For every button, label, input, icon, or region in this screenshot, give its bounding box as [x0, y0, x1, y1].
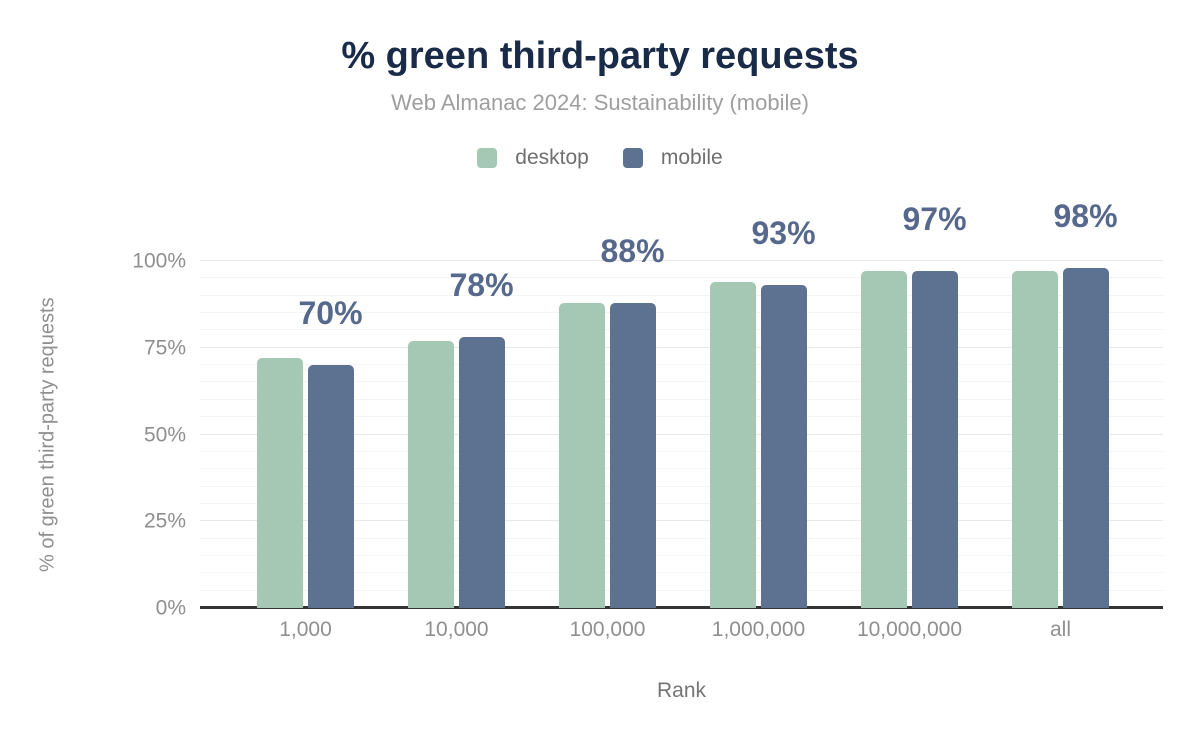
- y-tick-label: 50%: [143, 423, 186, 446]
- minor-gridline: [200, 381, 1163, 383]
- bar-group-1,000: 70%: [230, 261, 381, 608]
- minor-gridline: [200, 294, 1163, 296]
- bar-value-label: 97%: [902, 201, 967, 238]
- y-tick-label: 25%: [143, 509, 186, 533]
- minor-gridline: [200, 554, 1163, 556]
- bar-value-label: 93%: [751, 215, 816, 252]
- major-gridline: [200, 260, 1163, 261]
- mobile-bar-100,000[interactable]: [610, 302, 656, 608]
- minor-gridline: [200, 398, 1163, 400]
- major-gridline: [200, 433, 1163, 435]
- bar-group-all: 98%: [985, 200, 1136, 608]
- desktop-bar-100,000[interactable]: [559, 302, 605, 608]
- y-axis-tick-labels: 0% 25% 50% 75% 100%: [0, 251, 186, 619]
- minor-gridline: [200, 502, 1163, 504]
- minor-gridline: [200, 485, 1163, 487]
- x-axis-line: [200, 606, 1163, 609]
- desktop-bar-1,000[interactable]: [257, 358, 303, 608]
- y-tick-label: 75%: [143, 336, 186, 360]
- bar-value-label: 88%: [600, 232, 665, 269]
- mobile-bar-1,000[interactable]: [308, 365, 354, 608]
- minor-gridline: [200, 589, 1163, 591]
- minor-gridline: [200, 537, 1163, 539]
- bar-value-label: 98%: [1053, 197, 1118, 234]
- chart-subtitle: Web Almanac 2024: Sustainability (mobile…: [391, 90, 809, 115]
- x-tick-label-10,000,000: 10,000,000: [856, 618, 963, 641]
- bar-groups: 70% 78% 88% 93% 97% 98%: [230, 200, 1136, 608]
- major-gridline: [200, 346, 1163, 348]
- bar-value-label: 78%: [449, 267, 514, 304]
- desktop-bar-10,000[interactable]: [408, 340, 454, 608]
- mobile-bar-10,000[interactable]: [459, 337, 505, 608]
- minor-gridline: [200, 277, 1163, 279]
- legend: desktop mobile: [0, 146, 1200, 170]
- mobile-swatch-icon: [622, 148, 643, 168]
- bar-group-10,000,000: 97%: [834, 203, 985, 608]
- x-tick-label-10,000: 10,000: [424, 618, 489, 641]
- bar-value-label: 70%: [298, 295, 363, 332]
- desktop-bar-1,000,000[interactable]: [710, 281, 756, 608]
- x-tick-label-all: all: [1049, 618, 1071, 641]
- chart-title: % green third-party requests: [341, 35, 859, 77]
- x-axis-tick-labels: 1,000 10,000 100,000 1,000,000 10,000,000 all: [230, 618, 1136, 642]
- y-tick-label: 100%: [132, 249, 186, 273]
- desktop-bar-all[interactable]: [1012, 271, 1058, 608]
- mobile-bar-10,000,000[interactable]: [912, 271, 958, 608]
- legend-item-mobile: mobile: [622, 146, 723, 170]
- legend-label-mobile: mobile: [660, 146, 723, 169]
- minor-gridline: [200, 468, 1163, 470]
- x-tick-label-1,000: 1,000: [279, 618, 332, 641]
- bar-group-10,000: 78%: [381, 261, 532, 608]
- minor-gridline: [200, 364, 1163, 366]
- mobile-bar-1,000,000[interactable]: [761, 285, 807, 608]
- minor-gridline: [200, 312, 1163, 314]
- bar-group-1,000,000: 93%: [683, 217, 834, 608]
- legend-item-desktop: desktop: [477, 146, 589, 170]
- minor-gridline: [200, 416, 1163, 418]
- y-tick-label: 0%: [155, 596, 186, 620]
- minor-gridline: [200, 329, 1163, 331]
- minor-gridline: [200, 450, 1163, 452]
- minor-gridline: [200, 572, 1163, 574]
- bar-group-100,000: 88%: [532, 235, 683, 608]
- desktop-bar-10,000,000[interactable]: [861, 271, 907, 608]
- x-axis-title: Rank: [656, 679, 707, 702]
- x-tick-label-1,000,000: 1,000,000: [711, 618, 806, 641]
- legend-label-desktop: desktop: [515, 146, 589, 169]
- plot-area: 70% 78% 88% 93% 97% 98%: [200, 200, 1163, 609]
- desktop-swatch-icon: [477, 148, 498, 168]
- x-tick-label-100,000: 100,000: [569, 618, 646, 641]
- mobile-bar-all[interactable]: [1063, 267, 1109, 608]
- major-gridline: [200, 520, 1163, 522]
